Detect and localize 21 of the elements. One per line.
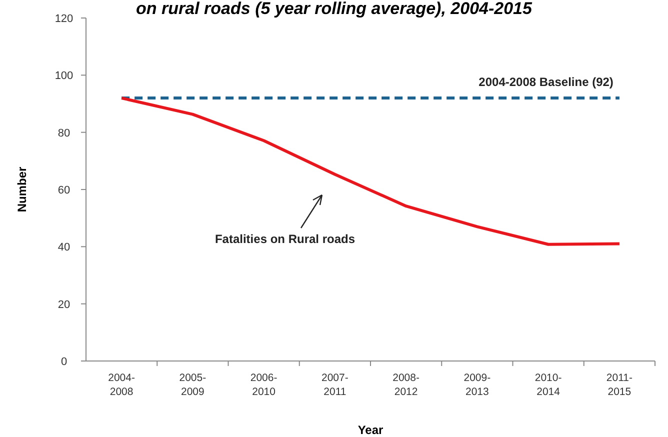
annotation: Fatalities on Rural roads bbox=[214, 232, 356, 246]
x-tick-label: 2005-2009 bbox=[179, 372, 207, 398]
x-tick-label: 2008-2012 bbox=[392, 372, 420, 398]
y-tick-label: 0 bbox=[60, 356, 68, 368]
x-tick-label: 2004-2008 bbox=[108, 372, 136, 398]
chart-title: on rural roads (5 year rolling average), 2004-2015 bbox=[136, 0, 532, 18]
x-tick-label: 2011-2015 bbox=[606, 372, 633, 398]
y-tick-label: 60 bbox=[58, 184, 70, 196]
y-tick-label: 100 bbox=[54, 70, 74, 82]
y-axis-title: Number bbox=[15, 166, 29, 212]
y-tick-label: 20 bbox=[58, 298, 70, 311]
x-tick-label: 2006-2010 bbox=[250, 372, 278, 398]
x-tick-label: 2009-2013 bbox=[464, 372, 492, 398]
y-tick-label: 80 bbox=[58, 127, 70, 140]
x-tick-label: 2010-2014 bbox=[534, 372, 562, 398]
line-series bbox=[120, 96, 621, 246]
y-tick-label: 40 bbox=[58, 242, 70, 254]
x-axis-title: Year bbox=[358, 423, 384, 437]
x-tick-label: 2007-2011 bbox=[322, 372, 349, 398]
y-tick-label: 120 bbox=[54, 13, 74, 25]
ref-line-label: 2004-2008 Baseline (92) bbox=[478, 75, 614, 90]
